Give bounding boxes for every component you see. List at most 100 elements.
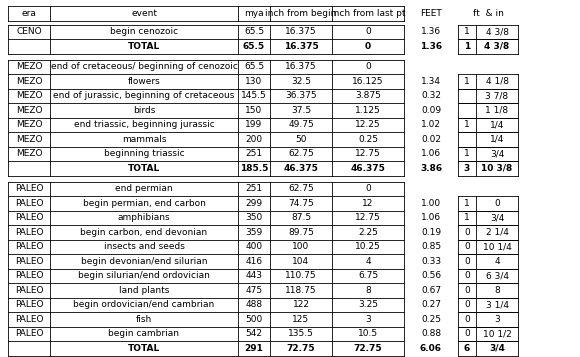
Text: begin carbon, end devonian: begin carbon, end devonian — [81, 228, 208, 237]
Text: 125: 125 — [292, 315, 310, 324]
Text: 135.5: 135.5 — [288, 329, 314, 338]
Text: 4 3/8: 4 3/8 — [484, 42, 510, 51]
Text: MEZO: MEZO — [16, 135, 42, 144]
Text: 3: 3 — [365, 315, 371, 324]
Text: mya: mya — [244, 9, 264, 18]
Text: end of jurassic, beginning of cretaceous: end of jurassic, beginning of cretaceous — [53, 91, 235, 100]
Text: 1: 1 — [464, 199, 470, 208]
Text: 1.00: 1.00 — [421, 199, 441, 208]
Text: 199: 199 — [245, 120, 263, 129]
Text: 1: 1 — [464, 42, 470, 51]
Text: 46.375: 46.375 — [350, 164, 386, 173]
Text: 0: 0 — [464, 242, 470, 251]
Text: 100: 100 — [292, 242, 310, 251]
Text: 0.19: 0.19 — [421, 228, 441, 237]
Text: land plants: land plants — [119, 286, 169, 295]
Text: 3: 3 — [464, 164, 470, 173]
Text: 1.06: 1.06 — [421, 213, 441, 222]
Text: 72.75: 72.75 — [287, 344, 316, 353]
Text: 3/4: 3/4 — [490, 149, 504, 158]
Text: FEET: FEET — [420, 9, 442, 18]
Text: 6.75: 6.75 — [358, 271, 378, 280]
Text: 10 1/4: 10 1/4 — [483, 242, 512, 251]
Text: 1.02: 1.02 — [421, 120, 441, 129]
Text: 6: 6 — [464, 344, 470, 353]
Text: 0.88: 0.88 — [421, 329, 441, 338]
Text: 1/4: 1/4 — [490, 135, 504, 144]
Text: 10 3/8: 10 3/8 — [481, 164, 513, 173]
Text: 32.5: 32.5 — [291, 77, 311, 86]
Text: end of cretaceous/ beginning of cenozoic: end of cretaceous/ beginning of cenozoic — [50, 62, 237, 71]
Text: 0: 0 — [365, 27, 371, 36]
Text: 6.06: 6.06 — [420, 344, 442, 353]
Text: 200: 200 — [245, 135, 263, 144]
Text: begin cenozoic: begin cenozoic — [110, 27, 178, 36]
Text: 488: 488 — [245, 300, 263, 309]
Text: era: era — [21, 9, 37, 18]
Text: 0.25: 0.25 — [358, 135, 378, 144]
Text: 150: 150 — [245, 106, 263, 115]
Text: ft  & in: ft & in — [473, 9, 503, 18]
Text: 4: 4 — [494, 257, 500, 266]
Text: 251: 251 — [245, 184, 263, 193]
Text: 1.125: 1.125 — [355, 106, 381, 115]
Text: PALEO: PALEO — [14, 184, 44, 193]
Text: 3 7/8: 3 7/8 — [485, 91, 509, 100]
Text: 16.125: 16.125 — [352, 77, 384, 86]
Text: 1: 1 — [464, 213, 470, 222]
Text: 1.36: 1.36 — [421, 27, 441, 36]
Text: 1: 1 — [464, 77, 470, 86]
Text: 1.06: 1.06 — [421, 149, 441, 158]
Text: 6 3/4: 6 3/4 — [485, 271, 509, 280]
Text: 3.86: 3.86 — [420, 164, 442, 173]
Text: 0.56: 0.56 — [421, 271, 441, 280]
Text: CENO: CENO — [16, 27, 42, 36]
Text: 10 1/2: 10 1/2 — [483, 329, 512, 338]
Text: 542: 542 — [245, 329, 263, 338]
Text: 65.5: 65.5 — [243, 42, 265, 51]
Text: 0: 0 — [464, 300, 470, 309]
Text: PALEO: PALEO — [14, 329, 44, 338]
Text: 4 3/8: 4 3/8 — [485, 27, 509, 36]
Text: 359: 359 — [245, 228, 263, 237]
Text: fish: fish — [136, 315, 152, 324]
Text: 89.75: 89.75 — [288, 228, 314, 237]
Text: 0.25: 0.25 — [421, 315, 441, 324]
Text: 0.33: 0.33 — [421, 257, 441, 266]
Text: 0: 0 — [464, 228, 470, 237]
Text: 1/4: 1/4 — [490, 120, 504, 129]
Text: 4: 4 — [365, 257, 371, 266]
Text: 251: 251 — [245, 149, 263, 158]
Text: PALEO: PALEO — [14, 286, 44, 295]
Text: TOTAL: TOTAL — [128, 164, 160, 173]
Text: MEZO: MEZO — [16, 120, 42, 129]
Text: 46.375: 46.375 — [284, 164, 318, 173]
Text: 0: 0 — [464, 271, 470, 280]
Text: PALEO: PALEO — [14, 199, 44, 208]
Text: 122: 122 — [292, 300, 310, 309]
Text: end triassic, beginning jurassic: end triassic, beginning jurassic — [74, 120, 215, 129]
Text: inch from last pt: inch from last pt — [331, 9, 405, 18]
Text: begin devonian/end silurian: begin devonian/end silurian — [81, 257, 207, 266]
Text: 475: 475 — [245, 286, 263, 295]
Text: 12: 12 — [362, 199, 374, 208]
Text: 0.27: 0.27 — [421, 300, 441, 309]
Text: 87.5: 87.5 — [291, 213, 311, 222]
Text: 0: 0 — [365, 62, 371, 71]
Text: TOTAL: TOTAL — [128, 344, 160, 353]
Text: 8: 8 — [365, 286, 371, 295]
Text: 16.375: 16.375 — [285, 27, 317, 36]
Text: 16.375: 16.375 — [285, 62, 317, 71]
Text: 16.375: 16.375 — [284, 42, 318, 51]
Text: end permian: end permian — [115, 184, 173, 193]
Text: 2.25: 2.25 — [358, 228, 378, 237]
Text: inch from begin: inch from begin — [265, 9, 336, 18]
Text: 12.75: 12.75 — [355, 213, 381, 222]
Text: MEZO: MEZO — [16, 77, 42, 86]
Text: PALEO: PALEO — [14, 315, 44, 324]
Text: 500: 500 — [245, 315, 263, 324]
Text: MEZO: MEZO — [16, 62, 42, 71]
Text: 74.75: 74.75 — [288, 199, 314, 208]
Text: 110.75: 110.75 — [285, 271, 317, 280]
Text: 49.75: 49.75 — [288, 120, 314, 129]
